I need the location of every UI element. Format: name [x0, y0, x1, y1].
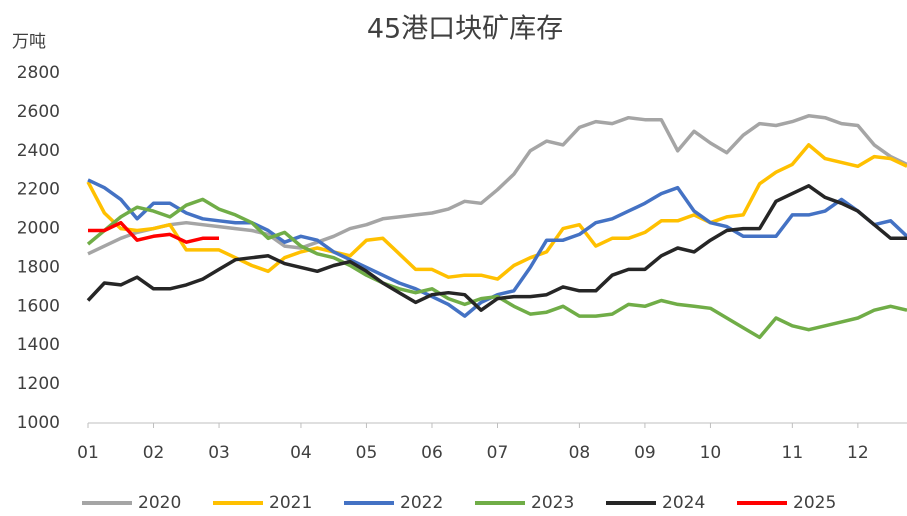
series-line	[86, 184, 907, 312]
x-tick-label: 07	[487, 443, 509, 463]
x-tick-label: 03	[208, 443, 230, 463]
legend-label: 2025	[793, 493, 836, 513]
y-tick-label: 1800	[17, 257, 60, 277]
x-tick-label: 06	[421, 443, 443, 463]
x-tick-label: 11	[782, 443, 804, 463]
legend-label: 2021	[269, 493, 312, 513]
x-tick-label: 01	[77, 443, 99, 463]
series-line	[87, 114, 907, 256]
y-tick-label: 1400	[17, 335, 60, 355]
x-tick-label: 04	[290, 443, 312, 463]
y-tick-label: 2400	[17, 141, 60, 161]
y-tick-label: 1000	[17, 413, 60, 433]
legend-label: 2023	[531, 493, 574, 513]
legend-label: 2020	[138, 493, 181, 513]
y-axis-label: 万吨	[12, 32, 46, 52]
x-tick-label: 09	[634, 443, 656, 463]
y-tick-label: 2200	[17, 180, 60, 200]
legend-label: 2024	[662, 493, 705, 513]
y-tick-label: 2600	[17, 102, 60, 122]
y-tick-label: 2800	[17, 63, 60, 83]
x-tick-label: 12	[847, 443, 869, 463]
y-tick-label: 2000	[17, 219, 60, 239]
y-tick-label: 1200	[17, 374, 60, 394]
x-tick-label: 05	[356, 443, 378, 463]
chart-title: 45港口块矿库存	[367, 14, 563, 45]
y-tick-label: 1600	[17, 296, 60, 316]
series-line	[88, 220, 219, 244]
x-tick-label: 08	[569, 443, 591, 463]
series-line	[86, 143, 907, 281]
series-line	[87, 178, 907, 318]
x-tick-label: 10	[700, 443, 722, 463]
legend-label: 2022	[400, 493, 443, 513]
x-tick-label: 02	[143, 443, 165, 463]
series-line	[86, 197, 907, 340]
